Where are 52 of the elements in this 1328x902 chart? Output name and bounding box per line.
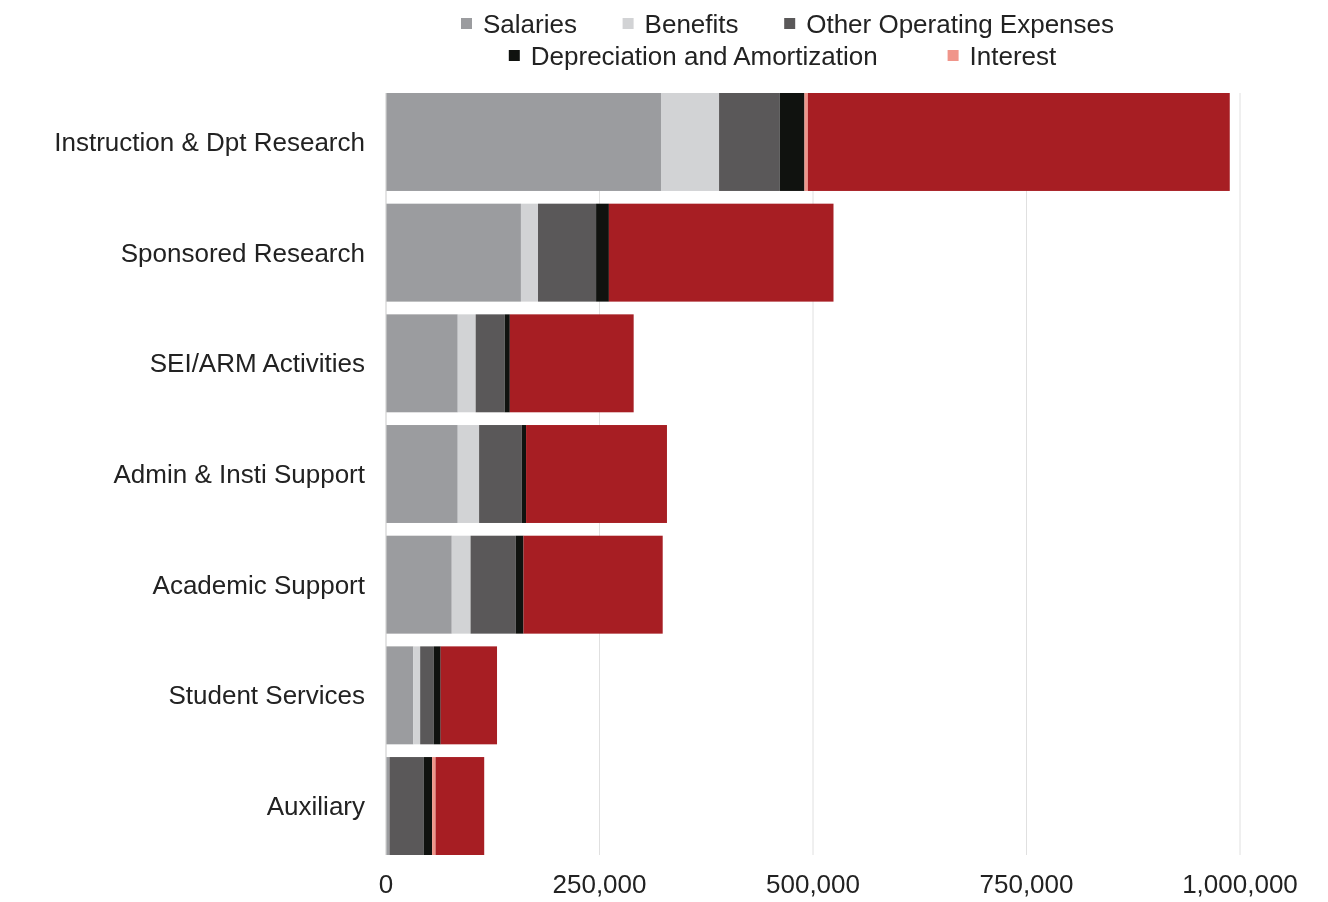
bar	[457, 425, 480, 523]
y-tick-label: Admin & Insti Support	[113, 459, 366, 490]
bar	[807, 93, 1230, 191]
y-tick-label: Auxiliary	[266, 791, 365, 822]
bar	[432, 757, 436, 855]
legend-label: Benefits	[644, 9, 739, 40]
bar	[386, 425, 458, 523]
bar	[596, 203, 609, 302]
bar	[389, 757, 424, 855]
legend-label: Other Operating Expenses	[806, 9, 1115, 40]
y-tick-label: Academic Support	[152, 569, 366, 600]
bar	[470, 535, 516, 634]
bar	[433, 646, 441, 745]
bar	[457, 314, 476, 413]
x-tick-label: 750,000	[979, 869, 1074, 899]
bar	[523, 535, 663, 634]
bar	[386, 646, 414, 745]
bar	[526, 425, 667, 523]
y-tick-label: Student Services	[168, 680, 365, 711]
bar	[719, 93, 780, 191]
x-tick-label: 1,000,000	[1182, 869, 1298, 899]
bar	[423, 757, 433, 855]
bar	[608, 203, 834, 302]
bar	[479, 425, 522, 523]
bar	[451, 535, 471, 634]
bar	[521, 425, 527, 523]
y-tick-label: SEI/ARM Activities	[149, 348, 365, 379]
bar	[520, 203, 539, 302]
bar	[475, 314, 505, 413]
bar	[660, 93, 720, 191]
bar	[386, 535, 452, 634]
legend-label: Depreciation and Amortization	[530, 41, 878, 72]
bar	[386, 203, 521, 302]
bar	[504, 314, 510, 413]
bar	[509, 314, 634, 413]
legend-label: Salaries	[483, 9, 577, 40]
bar	[804, 93, 808, 191]
bar	[779, 93, 805, 191]
bar	[538, 203, 597, 302]
x-tick-label: 500,000	[766, 869, 860, 899]
y-tick-label: Sponsored Research	[120, 237, 365, 268]
bar	[435, 757, 485, 855]
bar	[386, 93, 661, 191]
x-tick-label: 250,000	[552, 869, 647, 899]
y-tick-label: Instruction & Dpt Research	[54, 127, 365, 158]
x-tick-label: 0	[378, 869, 394, 899]
bar	[386, 314, 458, 413]
bar	[420, 646, 434, 745]
bar	[413, 646, 421, 745]
bar	[515, 535, 524, 634]
legend-label: Interest	[969, 41, 1058, 72]
bar	[440, 646, 498, 745]
